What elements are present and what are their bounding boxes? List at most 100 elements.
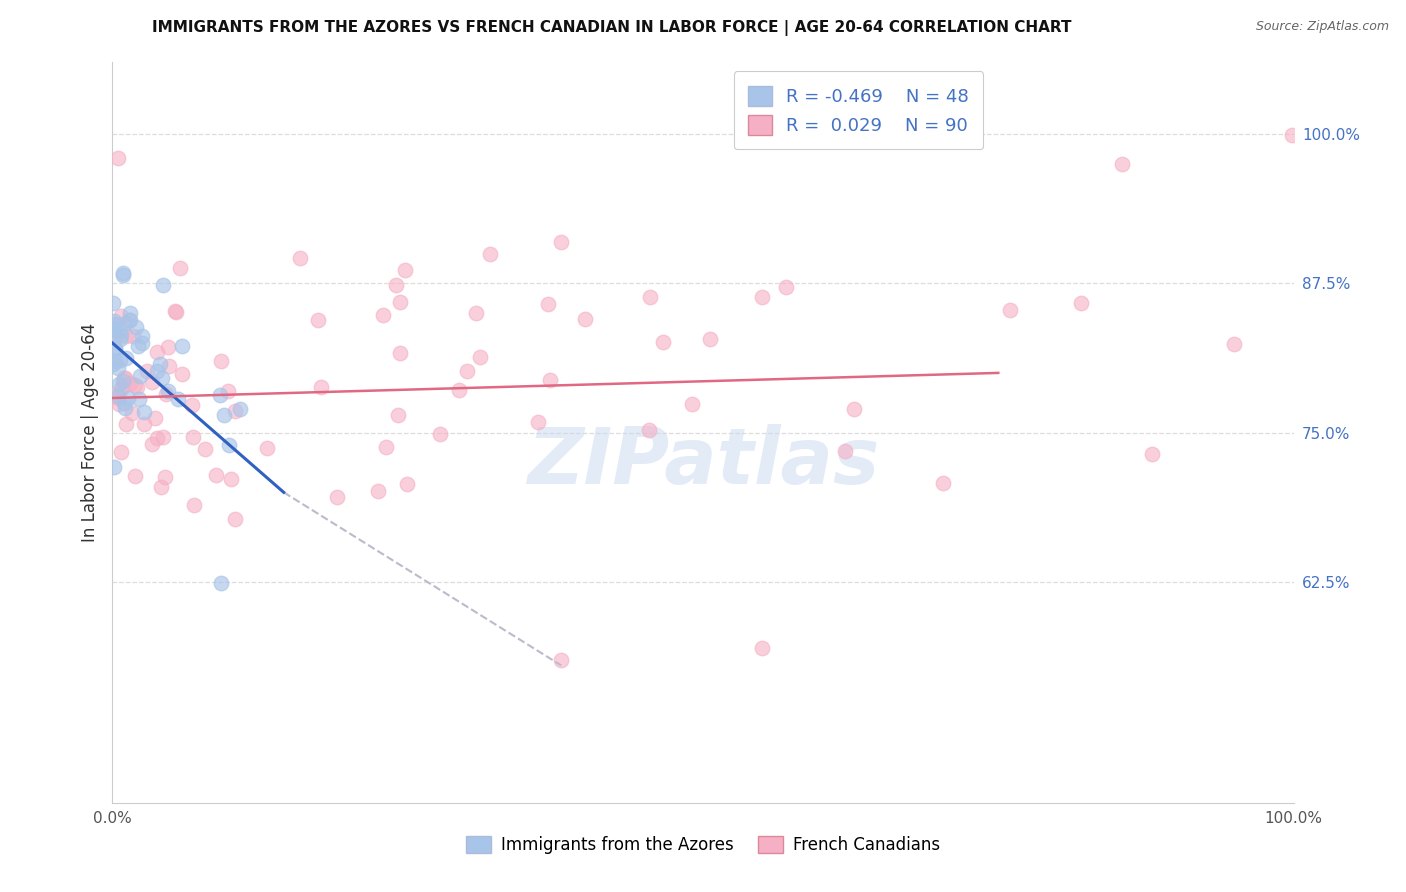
Point <box>111 381 134 395</box>
Point <box>219 471 242 485</box>
Point <box>128 392 150 406</box>
Point <box>127 339 149 353</box>
Point <box>107 389 129 403</box>
Point <box>371 308 394 322</box>
Point <box>103 323 125 337</box>
Point <box>110 327 132 342</box>
Point <box>834 444 856 458</box>
Point <box>751 640 773 655</box>
Point <box>125 319 148 334</box>
Point <box>146 364 169 378</box>
Point <box>429 426 451 441</box>
Point <box>104 322 127 336</box>
Point <box>224 512 246 526</box>
Point <box>1111 157 1133 171</box>
Point <box>124 468 146 483</box>
Point <box>121 405 143 419</box>
Point <box>651 334 673 349</box>
Point <box>527 415 550 429</box>
Point <box>218 438 240 452</box>
Point <box>112 370 135 384</box>
Point <box>574 312 596 326</box>
Point <box>152 278 174 293</box>
Point <box>550 235 572 249</box>
Point <box>104 323 127 337</box>
Point <box>217 384 239 399</box>
Point <box>150 371 173 385</box>
Point <box>209 388 232 402</box>
Point <box>107 391 129 405</box>
Point <box>209 576 232 591</box>
Point <box>131 328 153 343</box>
Point <box>112 374 135 388</box>
Point <box>104 342 127 356</box>
Point <box>157 384 180 398</box>
Point <box>124 378 146 392</box>
Point <box>165 304 187 318</box>
Point <box>118 313 141 327</box>
Point <box>141 437 163 451</box>
Point <box>108 352 131 367</box>
Point <box>132 405 155 419</box>
Point <box>129 368 152 383</box>
Point <box>998 302 1021 317</box>
Point <box>181 430 204 444</box>
Point <box>145 431 167 445</box>
Point <box>104 389 127 403</box>
Point <box>101 320 124 334</box>
Point <box>157 359 180 373</box>
Point <box>326 490 349 504</box>
Point <box>212 409 235 423</box>
Point <box>149 357 172 371</box>
Point <box>103 459 125 474</box>
Point <box>456 363 478 377</box>
Point <box>229 401 252 416</box>
Point <box>112 396 135 410</box>
Point <box>104 317 127 331</box>
Point <box>120 306 142 320</box>
Point <box>1223 337 1246 351</box>
Point <box>536 297 558 311</box>
Point <box>146 344 169 359</box>
Point <box>112 268 135 282</box>
Point <box>775 279 797 293</box>
Point <box>932 476 955 491</box>
Point <box>699 332 721 346</box>
Point <box>170 367 193 381</box>
Point <box>681 397 703 411</box>
Point <box>167 392 190 406</box>
Point <box>1140 447 1163 461</box>
Point <box>152 430 174 444</box>
Point <box>385 277 408 292</box>
Point <box>114 316 136 330</box>
Point <box>101 296 124 310</box>
Point <box>101 358 124 372</box>
Point <box>118 312 141 326</box>
Point <box>1070 296 1092 310</box>
Point <box>153 470 176 484</box>
Point <box>288 251 311 265</box>
Point <box>447 383 470 397</box>
Point <box>394 263 416 277</box>
Point <box>307 313 329 327</box>
Point <box>134 417 156 431</box>
Point <box>111 266 134 280</box>
Point <box>538 373 561 387</box>
Point <box>110 309 132 323</box>
Point <box>150 480 173 494</box>
Point <box>205 467 228 482</box>
Text: ZIPatlas: ZIPatlas <box>527 425 879 500</box>
Point <box>169 260 191 275</box>
Point <box>108 397 131 411</box>
Point <box>125 380 148 394</box>
Point <box>637 423 659 437</box>
Point <box>110 445 132 459</box>
Point <box>114 371 136 385</box>
Point <box>550 652 572 666</box>
Point <box>367 483 389 498</box>
Point <box>183 498 205 512</box>
Point <box>165 304 187 318</box>
Point <box>157 340 180 354</box>
Point <box>309 380 332 394</box>
Point <box>107 360 129 375</box>
